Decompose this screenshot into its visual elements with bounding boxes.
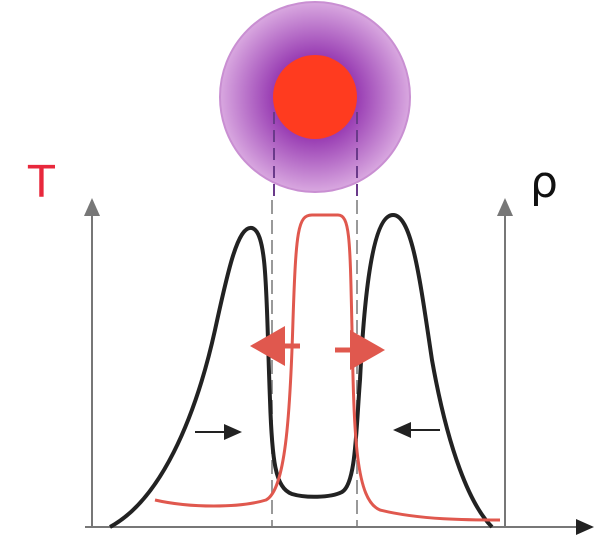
density-curve: [110, 215, 492, 527]
compression-arrows: [195, 430, 440, 432]
core: [273, 55, 357, 139]
density-label: ρ: [530, 157, 558, 208]
guide-lines: [272, 200, 357, 527]
page: {"labels": {"temperature": "T", "density…: [0, 0, 604, 539]
temperature-label: T: [27, 157, 55, 208]
diagram: T ρ: [0, 0, 604, 539]
